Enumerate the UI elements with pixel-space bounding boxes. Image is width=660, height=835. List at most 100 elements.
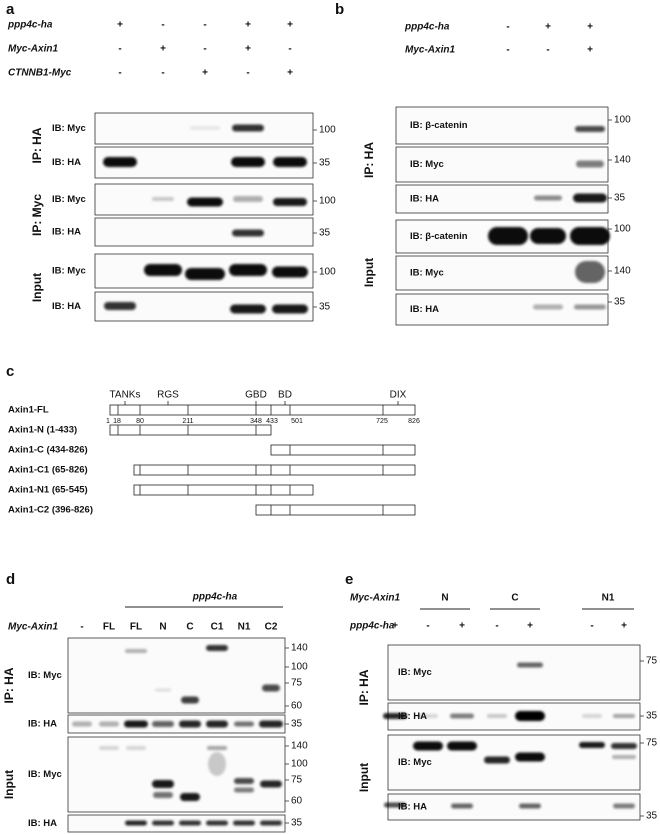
- band: [232, 124, 264, 132]
- band: [234, 721, 254, 727]
- probe-label: IB: HA: [52, 227, 81, 238]
- band: [488, 227, 528, 245]
- band: [125, 820, 147, 826]
- condition-sign: -: [118, 44, 121, 55]
- band: [575, 261, 605, 283]
- lane-label: N: [159, 622, 166, 633]
- band: [152, 820, 174, 826]
- lane-label: -: [80, 622, 83, 633]
- condition-label: ppp4c-ha: [404, 22, 450, 33]
- condition-sign: -: [203, 20, 206, 31]
- construct-label: Axin1-C (434-826): [8, 445, 88, 456]
- band: [234, 778, 254, 784]
- band: [519, 803, 541, 809]
- band: [181, 696, 199, 704]
- condition-sign: -: [161, 68, 164, 79]
- position-label: 80: [136, 418, 144, 425]
- band: [152, 721, 174, 727]
- probe-label: IB: HA: [410, 304, 439, 315]
- marker-label: 35: [319, 228, 331, 239]
- probe-label: IB: HA: [28, 818, 57, 829]
- condition-sign: -: [203, 44, 206, 55]
- band: [273, 198, 307, 206]
- condition-sign: +: [160, 44, 166, 55]
- lane-label: N1: [238, 622, 251, 633]
- condition-sign: +: [287, 20, 293, 31]
- band: [574, 304, 606, 310]
- construct-box: [109, 404, 416, 416]
- probe-label: IB: β-catenin: [410, 120, 468, 131]
- condition-sign: -: [161, 20, 164, 31]
- marker-label: 35: [614, 193, 626, 204]
- construct-label: Axin1-FL: [8, 405, 49, 416]
- probe-label: IB: Myc: [398, 757, 432, 768]
- condition-sign: +: [621, 621, 627, 632]
- condition-sign: +: [287, 68, 293, 79]
- band: [484, 756, 510, 764]
- band: [231, 157, 265, 167]
- domain-label: GBD: [245, 390, 267, 401]
- probe-label: IB: Myc: [410, 159, 444, 170]
- probe-label: IB: Myc: [52, 123, 86, 134]
- condition-sign: -: [495, 621, 498, 632]
- group-label: Input: [362, 258, 376, 287]
- marker-label: 60: [291, 701, 303, 712]
- band: [187, 197, 223, 207]
- blot: [395, 255, 609, 291]
- construct-box: [133, 464, 416, 476]
- band: [206, 720, 228, 728]
- condition-sign: +: [392, 621, 398, 632]
- condition-sign: +: [545, 22, 551, 33]
- probe-label: IB: HA: [410, 194, 439, 205]
- band: [180, 793, 200, 801]
- group-label: IP: Myc: [30, 194, 44, 236]
- construct-box: [133, 484, 314, 496]
- condition-sign: -: [288, 44, 291, 55]
- condition-sign: +: [245, 20, 251, 31]
- construct-box: [109, 424, 272, 436]
- condition-sign: -: [506, 45, 509, 56]
- band: [260, 820, 282, 826]
- condition-sign: -: [118, 68, 121, 79]
- condition-sign: -: [546, 45, 549, 56]
- condition-sign: +: [587, 45, 593, 56]
- position-label: 826: [408, 418, 420, 425]
- group-label: IP: HA: [362, 142, 376, 178]
- band: [232, 229, 264, 237]
- marker-label: 100: [614, 224, 631, 235]
- group-label: Input: [357, 763, 371, 792]
- construct-label: Axin1-C2 (396-826): [8, 505, 93, 516]
- blot: [395, 293, 609, 326]
- marker-label: 75: [291, 678, 303, 689]
- blot: [67, 814, 286, 833]
- band: [99, 746, 119, 750]
- blot: [395, 106, 609, 145]
- domain-label: TANKs: [110, 390, 141, 401]
- probe-label: IB: Myc: [28, 670, 62, 681]
- position-label: 348: [250, 418, 262, 425]
- marker-label: 35: [614, 297, 626, 308]
- band: [533, 304, 563, 310]
- position-label: 725: [376, 418, 388, 425]
- band: [185, 268, 225, 280]
- band: [579, 742, 605, 748]
- condition-label: Myc-Axin1: [8, 622, 58, 633]
- probe-label: IB: Myc: [52, 194, 86, 205]
- band: [153, 792, 173, 798]
- condition-sign: -: [590, 621, 593, 632]
- group-header: N1: [602, 593, 615, 604]
- group-label: IP: HA: [30, 127, 44, 163]
- band: [155, 688, 171, 692]
- band: [534, 195, 562, 201]
- lane-label: C: [186, 622, 193, 633]
- probe-label: IB: HA: [52, 301, 81, 312]
- band: [272, 304, 308, 314]
- construct-label: Axin1-N (1-433): [8, 425, 77, 436]
- band: [611, 743, 637, 749]
- band: [104, 302, 136, 310]
- lane-label: FL: [103, 622, 115, 633]
- condition-sign: +: [245, 44, 251, 55]
- construct-box: [255, 504, 416, 516]
- group-header: N: [441, 593, 448, 604]
